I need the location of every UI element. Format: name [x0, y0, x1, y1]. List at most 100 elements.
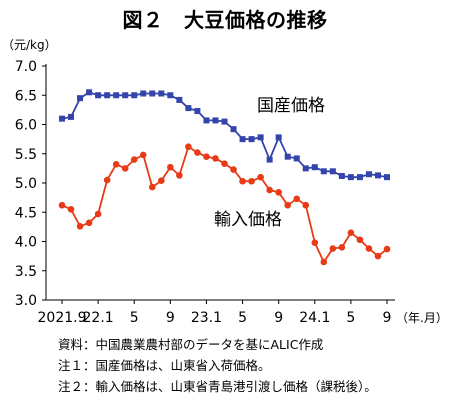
- data-point: [347, 174, 354, 181]
- data-point: [140, 90, 147, 97]
- data-point: [374, 252, 382, 260]
- data-point: [384, 174, 390, 181]
- chart-notes: 資料：中国農業農村部のデータを基にALIC作成 注１：国産価格は、山東省入荷価格…: [58, 334, 377, 397]
- data-point: [239, 136, 246, 143]
- data-point: [338, 244, 346, 251]
- x-tick-label: 5: [238, 310, 247, 326]
- data-point: [365, 171, 372, 178]
- data-point: [121, 165, 129, 172]
- data-point: [176, 172, 183, 179]
- data-point: [77, 95, 84, 102]
- x-tick-label: 9: [274, 310, 283, 326]
- series-label-domestic: 国産価格: [257, 96, 325, 116]
- data-point: [103, 176, 111, 184]
- data-point: [275, 189, 282, 196]
- data-point: [311, 239, 319, 246]
- data-point: [76, 222, 84, 230]
- x-tick-label: 24.1: [299, 310, 330, 326]
- data-point: [131, 92, 138, 99]
- x-tick-label: 9: [166, 310, 175, 326]
- y-tick-label: 7.0: [15, 59, 37, 75]
- data-point: [122, 92, 129, 99]
- data-point: [185, 143, 192, 151]
- x-tick-label: 23.1: [191, 310, 222, 326]
- data-point: [149, 90, 156, 97]
- data-point: [329, 168, 336, 175]
- data-point: [320, 168, 327, 175]
- data-point: [94, 210, 102, 218]
- data-point: [275, 134, 282, 141]
- data-point: [266, 186, 273, 194]
- series-label-imported: 輸入価格: [214, 210, 282, 230]
- x-tick-label: 22.1: [83, 310, 114, 326]
- note-1: 注１：国産価格は、山東省入荷価格。: [58, 358, 271, 373]
- data-point: [148, 183, 156, 191]
- data-point: [158, 177, 165, 184]
- data-point: [320, 258, 328, 266]
- chart-title: 図２ 大豆価格の推移: [122, 8, 328, 32]
- data-point: [338, 172, 345, 179]
- data-point: [293, 155, 300, 162]
- x-tick-label: 5: [130, 310, 139, 326]
- data-point: [203, 117, 210, 124]
- x-axis: 2021.922.1 5 9 23.1 5 9 24.1 5 9: [38, 299, 395, 326]
- data-point: [365, 245, 373, 252]
- data-point: [86, 89, 93, 96]
- y-tick-label: 4.5: [15, 205, 37, 221]
- data-point: [302, 165, 309, 172]
- data-point: [212, 117, 219, 124]
- data-point: [158, 90, 165, 97]
- data-point: [311, 164, 318, 171]
- data-point: [239, 177, 246, 185]
- data-point: [284, 201, 291, 209]
- data-point: [85, 219, 93, 227]
- data-point: [104, 92, 111, 99]
- data-point: [302, 201, 310, 209]
- note-2: 注２：輸入価格は、山東省青島港引渡し価格（課税後）。: [58, 379, 377, 394]
- series-domestic: [59, 89, 390, 181]
- data-point: [167, 92, 174, 99]
- data-point: [257, 134, 264, 141]
- data-point: [230, 166, 237, 173]
- data-point: [266, 156, 273, 163]
- y-tick-label: 3.0: [15, 293, 37, 309]
- data-point: [176, 96, 183, 103]
- data-point: [221, 160, 228, 167]
- y-axis: 7.0 6.5 6.0 5.5 5.0 4.5 4.0 3.5 3.0: [15, 59, 47, 309]
- data-point: [194, 149, 201, 156]
- data-point: [167, 163, 174, 171]
- data-point: [139, 151, 147, 159]
- data-point: [356, 236, 364, 244]
- y-tick-label: 5.0: [15, 176, 37, 192]
- data-point: [383, 245, 391, 253]
- series-imported: [58, 143, 391, 266]
- data-point: [113, 92, 120, 99]
- y-tick-label: 6.5: [15, 88, 37, 104]
- x-tick-label: 5: [346, 310, 355, 326]
- source-note: 資料：中国農業農村部のデータを基にALIC作成: [58, 337, 324, 352]
- data-point: [212, 155, 219, 162]
- data-point: [194, 108, 201, 115]
- data-point: [230, 126, 237, 133]
- data-point: [329, 245, 337, 252]
- data-point: [112, 160, 120, 168]
- data-point: [257, 173, 264, 181]
- data-point: [221, 118, 228, 125]
- data-point: [347, 229, 355, 237]
- data-point: [130, 156, 138, 163]
- data-point: [248, 177, 255, 185]
- x-tick-label: 2021.9: [38, 310, 87, 326]
- data-point: [58, 201, 66, 209]
- data-point: [68, 113, 75, 120]
- series-layer: [58, 89, 391, 266]
- y-tick-label: 5.5: [15, 147, 37, 163]
- y-axis-unit-label: （元/kg）: [2, 38, 57, 52]
- data-point: [293, 195, 301, 203]
- data-point: [374, 172, 381, 179]
- y-tick-label: 4.0: [15, 235, 37, 251]
- y-tick-label: 6.0: [15, 118, 37, 134]
- data-point: [248, 136, 255, 143]
- y-tick-label: 3.5: [15, 264, 37, 280]
